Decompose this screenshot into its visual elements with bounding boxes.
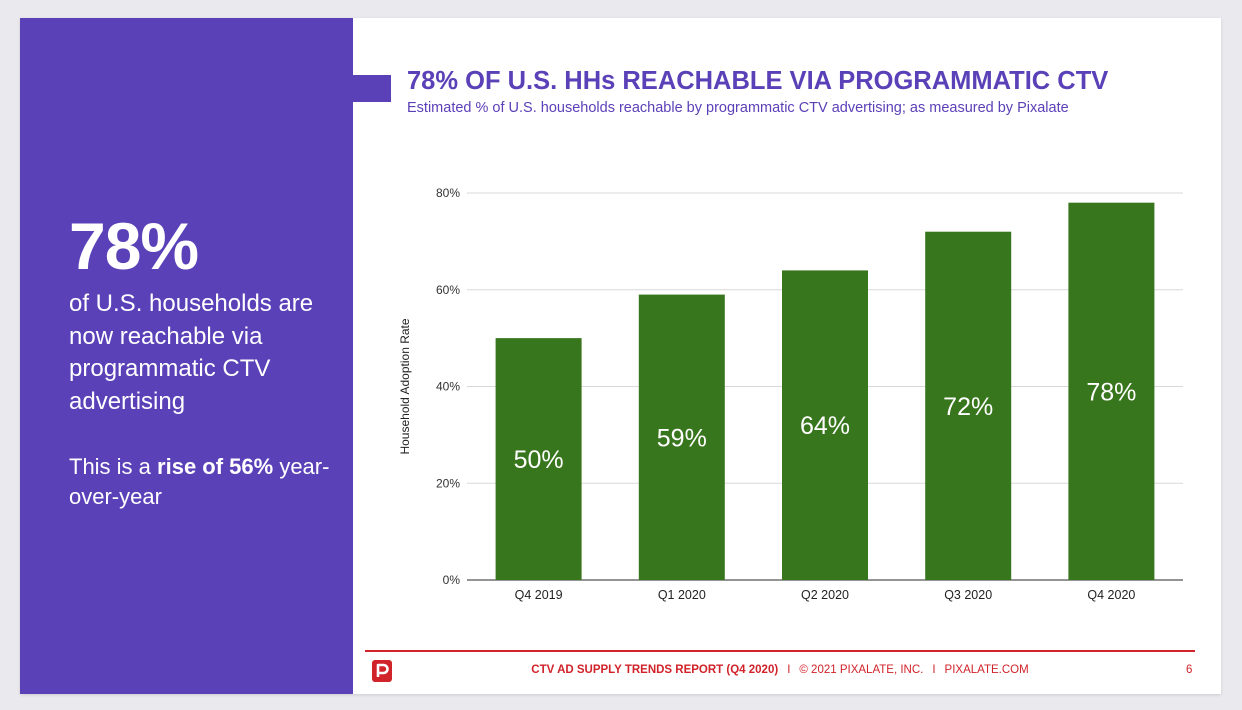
- x-tick-label: Q1 2020: [658, 588, 706, 602]
- page-number: 6: [1186, 664, 1193, 676]
- x-tick-label: Q4 2019: [515, 588, 563, 602]
- footer-website-link[interactable]: PIXALATE.COM: [944, 664, 1029, 676]
- bar-q4-2019: [495, 338, 582, 580]
- data-label: 50%: [514, 446, 564, 474]
- footer-text: CTV AD SUPPLY TRENDS REPORT (Q4 2020) I © …: [365, 663, 1195, 677]
- y-tick-label: 80%: [436, 186, 460, 200]
- bar-q4-2020: [1068, 202, 1155, 581]
- bar-chart: 0% 20% 40% 60% 80% Household Adoption Rate 50%…: [398, 186, 1183, 602]
- rise-highlight: rise of 56%: [157, 454, 274, 479]
- slide: 78% of U.S. households are now reachable…: [20, 18, 1221, 694]
- y-tick-label: 40%: [436, 380, 460, 394]
- x-tick-label: Q2 2020: [801, 588, 849, 602]
- pixalate-p-logo-icon: [372, 660, 392, 682]
- data-label: 64%: [800, 412, 850, 440]
- y-axis-title: Household Adoption Rate: [398, 318, 412, 454]
- highlight-panel: 78% of U.S. households are now reachable…: [20, 18, 353, 694]
- stat-description: of U.S. households are now reachable via…: [69, 290, 314, 415]
- bar-q1-2020: [638, 294, 725, 580]
- title-accent-bar: [353, 75, 391, 102]
- y-tick-label: 60%: [436, 283, 460, 297]
- y-tick-label: 20%: [436, 476, 460, 490]
- data-label: 72%: [943, 393, 993, 421]
- data-label: 78%: [1086, 378, 1136, 406]
- y-tick-label: 0%: [443, 573, 461, 587]
- chart-subtitle: Estimated % of U.S. households reachable…: [407, 100, 1069, 116]
- rise-prefix: This is a: [69, 454, 158, 479]
- x-tick-label: Q3 2020: [944, 588, 992, 602]
- rise-statement: This is a rise of 56% year-over-year: [69, 452, 339, 512]
- headline-stat: 78%: [69, 209, 199, 283]
- rise-suffix: year-over-year: [69, 454, 330, 509]
- footer-separator: I: [932, 664, 936, 676]
- footer-report-name: CTV AD SUPPLY TRENDS REPORT (Q4 2020): [531, 664, 779, 676]
- x-tick-label: Q4 2020: [1087, 588, 1135, 602]
- data-label: 59%: [657, 424, 707, 452]
- footer-separator: I: [787, 664, 791, 676]
- bar-q3-2020: [925, 231, 1012, 580]
- footer-copyright: © 2021 PIXALATE, INC.: [799, 664, 924, 676]
- bar-q2-2020: [782, 270, 868, 580]
- footer-divider: [365, 650, 1195, 652]
- chart-title: 78% OF U.S. HHs REACHABLE VIA PROGRAMMAT…: [407, 67, 1109, 95]
